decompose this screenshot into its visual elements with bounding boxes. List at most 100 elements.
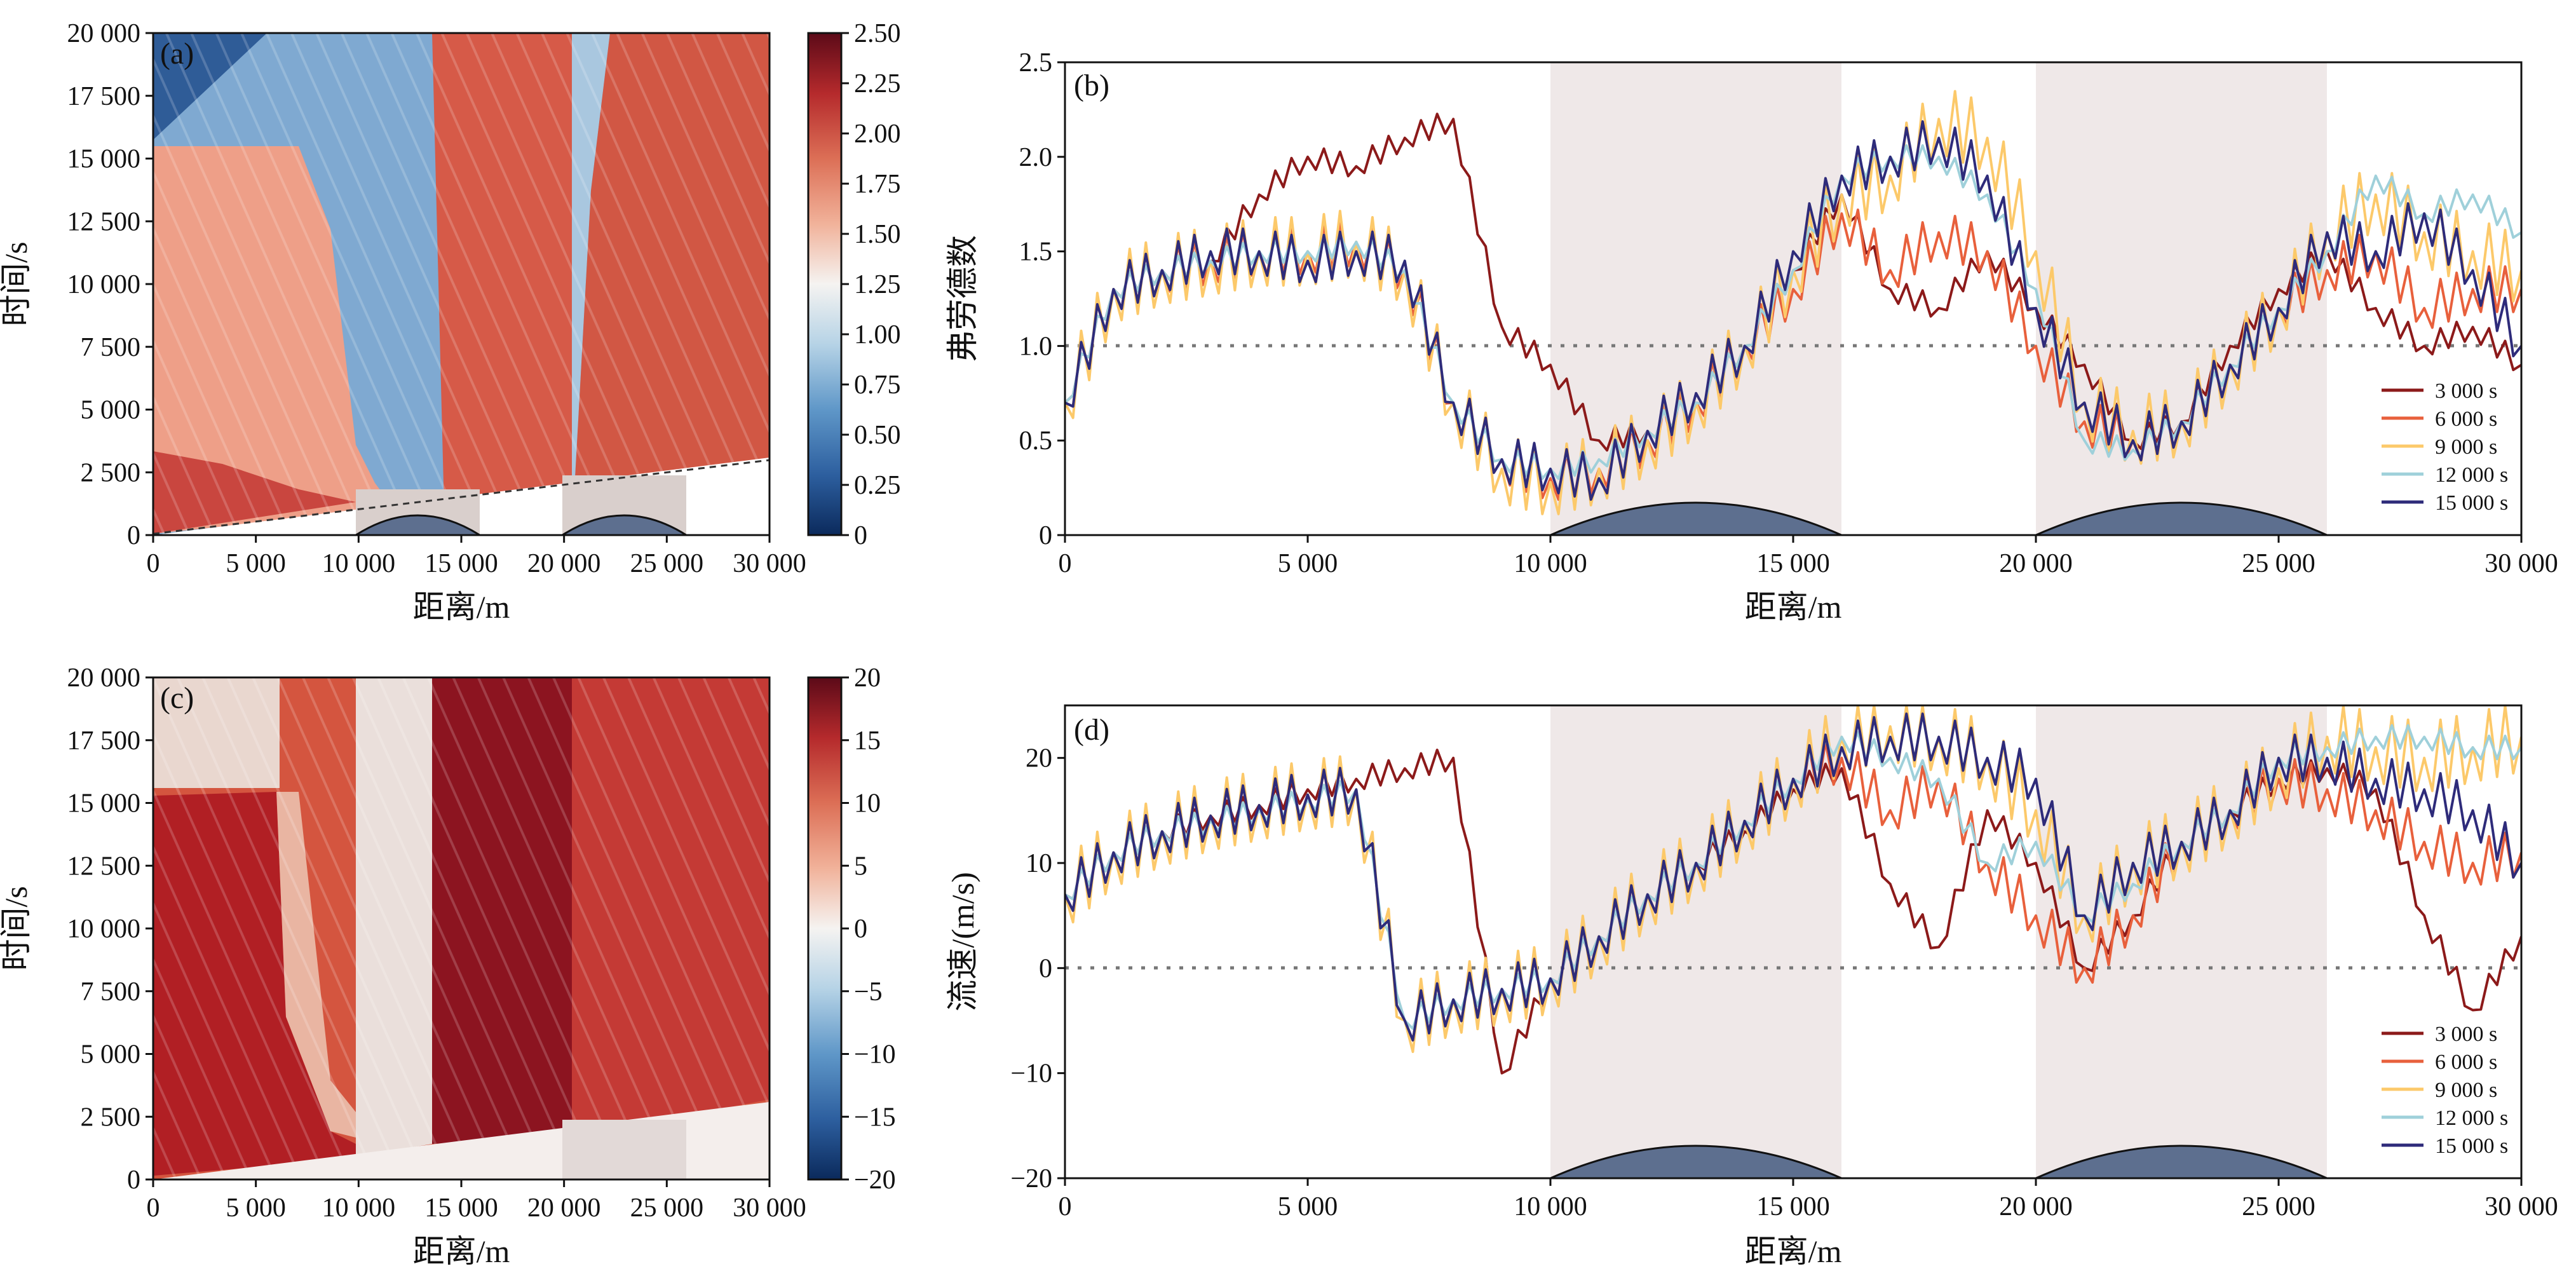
y-tick-label: 15 000 bbox=[67, 789, 141, 819]
colorbar-tick-label: 1.00 bbox=[854, 320, 901, 350]
y-tick-label: 17 500 bbox=[67, 82, 141, 111]
panel-d-y-label: 流速/(m/s) bbox=[945, 872, 980, 1011]
x-tick-label: 0 bbox=[147, 1193, 160, 1223]
x-tick-label: 25 000 bbox=[630, 1193, 704, 1223]
panel-b-y-ticks: 0 0.5 1.0 1.5 2.0 2.5 bbox=[1019, 48, 1065, 550]
y-tick-label: 7 500 bbox=[81, 977, 141, 1007]
y-tick-label: −20 bbox=[1010, 1164, 1052, 1193]
panel-a-heatmap: (a) 0 5 000 10 000 15 000 20 000 25 000 30 000… bbox=[0, 19, 901, 625]
panel-a-x-ticks: 0 5 000 10 000 15 000 20 000 25 000 30 000 bbox=[147, 535, 806, 578]
x-tick-label: 20 000 bbox=[527, 549, 601, 578]
colorbar-tick-label: 20 bbox=[854, 663, 881, 693]
y-tick-label: 20 000 bbox=[67, 663, 141, 693]
y-tick-label: 12 500 bbox=[67, 207, 141, 236]
y-tick-label: 5 000 bbox=[81, 1040, 141, 1070]
colorbar-tick-label: 5 bbox=[854, 852, 867, 881]
x-tick-label: 30 000 bbox=[733, 549, 806, 578]
colorbar-tick-label: 1.25 bbox=[854, 270, 901, 299]
panel-c-heatmap: (c) 0 5 000 10 000 15 000 20 000 25 000 30 000… bbox=[0, 663, 896, 1269]
panel-a-y-ticks: 0 2 500 5 000 7 500 10 000 12 500 15 000 17 500… bbox=[67, 19, 153, 550]
panel-c-colorbar-ticks: −20 −15 −10 −5 0 5 10 15 20 bbox=[841, 663, 896, 1195]
x-tick-label: 30 000 bbox=[2484, 1192, 2558, 1221]
panel-c-colorbar bbox=[807, 676, 843, 1181]
legend-label: 9 000 s bbox=[2435, 435, 2497, 459]
panel-b-series bbox=[1065, 90, 2521, 515]
x-tick-label: 25 000 bbox=[2242, 1192, 2315, 1221]
x-tick-label: 0 bbox=[147, 549, 160, 578]
x-tick-label: 30 000 bbox=[733, 1193, 806, 1223]
panel-b-y-label: 弗劳德数 bbox=[945, 235, 980, 362]
x-tick-label: 10 000 bbox=[1514, 1192, 1587, 1221]
panel-b-obstacle-1 bbox=[1550, 501, 1842, 536]
panel-d-y-ticks: −20 −10 0 10 20 bbox=[1010, 744, 1065, 1193]
series-line-15000s bbox=[1065, 120, 2521, 501]
legend-label: 6 000 s bbox=[2435, 1050, 2497, 1074]
legend-label: 15 000 s bbox=[2435, 1134, 2508, 1158]
colorbar-tick-label: 10 bbox=[854, 789, 881, 819]
colorbar-tick-label: −10 bbox=[854, 1040, 896, 1070]
panel-d-series bbox=[1065, 705, 2521, 1075]
colorbar-tick-label: 2.25 bbox=[854, 69, 901, 99]
x-tick-label: 20 000 bbox=[1999, 1192, 2073, 1221]
x-tick-label: 15 000 bbox=[424, 1193, 498, 1223]
panel-a-y-label: 时间/s bbox=[0, 241, 34, 326]
y-tick-label: 0 bbox=[1039, 954, 1052, 983]
y-tick-label: 20 bbox=[1026, 744, 1052, 773]
x-tick-label: 10 000 bbox=[1514, 549, 1587, 578]
x-tick-label: 20 000 bbox=[1999, 549, 2073, 578]
panel-a-field bbox=[153, 33, 769, 535]
x-tick-label: 15 000 bbox=[1756, 1192, 1830, 1221]
x-tick-label: 5 000 bbox=[1278, 549, 1338, 578]
panel-d-shade-1 bbox=[1550, 705, 1841, 1178]
legend-label: 12 000 s bbox=[2435, 1106, 2508, 1130]
colorbar-tick-label: 0.75 bbox=[854, 370, 901, 400]
x-tick-label: 10 000 bbox=[322, 549, 396, 578]
y-tick-label: 10 000 bbox=[67, 270, 141, 299]
y-tick-label: 0.5 bbox=[1019, 426, 1053, 456]
panel-a-colorbar bbox=[807, 32, 843, 536]
x-tick-label: 0 bbox=[1059, 549, 1072, 578]
panel-d-label: (d) bbox=[1074, 713, 1109, 747]
panel-b-shade-2 bbox=[2036, 62, 2327, 535]
y-tick-label: 0 bbox=[127, 1166, 140, 1195]
panel-c-y-ticks: 0 2 500 5 000 7 500 10 000 12 500 15 000 17 500… bbox=[67, 663, 153, 1195]
x-tick-label: 25 000 bbox=[630, 549, 704, 578]
legend-label: 6 000 s bbox=[2435, 407, 2497, 431]
panel-c-x-ticks: 0 5 000 10 000 15 000 20 000 25 000 30 000 bbox=[147, 1179, 806, 1223]
panel-c-label: (c) bbox=[160, 681, 194, 715]
legend-label: 12 000 s bbox=[2435, 463, 2508, 487]
y-tick-label: 12 500 bbox=[67, 852, 141, 881]
x-tick-label: 15 000 bbox=[1756, 549, 1830, 578]
panel-b-x-label: 距离/m bbox=[1745, 589, 1842, 625]
colorbar-tick-label: 2.00 bbox=[854, 119, 901, 149]
series-line-15000s bbox=[1065, 712, 2521, 1042]
x-tick-label: 0 bbox=[1059, 1192, 1072, 1221]
y-tick-label: 1.5 bbox=[1019, 238, 1053, 267]
panel-d-shade-2 bbox=[2036, 705, 2327, 1178]
y-tick-label: 10 000 bbox=[67, 914, 141, 944]
y-tick-label: 0 bbox=[1039, 521, 1052, 550]
x-tick-label: 5 000 bbox=[226, 1193, 286, 1223]
panel-d-obstacle-2 bbox=[2035, 1145, 2328, 1179]
legend-label: 3 000 s bbox=[2435, 379, 2497, 403]
y-tick-label: 7 500 bbox=[81, 333, 141, 362]
panel-b-obstacle-2 bbox=[2035, 501, 2328, 536]
panel-c-y-label: 时间/s bbox=[0, 886, 34, 970]
y-tick-label: 0 bbox=[127, 521, 140, 550]
panel-d-obstacle-1 bbox=[1550, 1145, 1842, 1179]
x-tick-label: 10 000 bbox=[322, 1193, 396, 1223]
colorbar-tick-label: −5 bbox=[854, 977, 883, 1007]
panel-b-label: (b) bbox=[1074, 69, 1109, 102]
legend-label: 3 000 s bbox=[2435, 1023, 2497, 1046]
legend-label: 15 000 s bbox=[2435, 491, 2508, 515]
y-tick-label: −10 bbox=[1010, 1059, 1052, 1089]
panel-d-x-ticks: 0 5 000 10 000 15 000 20 000 25 000 30 000 bbox=[1059, 1178, 2558, 1221]
panel-b-shade-1 bbox=[1550, 62, 1841, 535]
panel-d-x-label: 距离/m bbox=[1745, 1234, 1842, 1269]
y-tick-label: 1.0 bbox=[1019, 332, 1053, 361]
y-tick-label: 2 500 bbox=[81, 458, 141, 487]
colorbar-tick-label: 15 bbox=[854, 726, 881, 756]
colorbar-tick-label: −15 bbox=[854, 1103, 896, 1132]
y-tick-label: 20 000 bbox=[67, 19, 141, 48]
